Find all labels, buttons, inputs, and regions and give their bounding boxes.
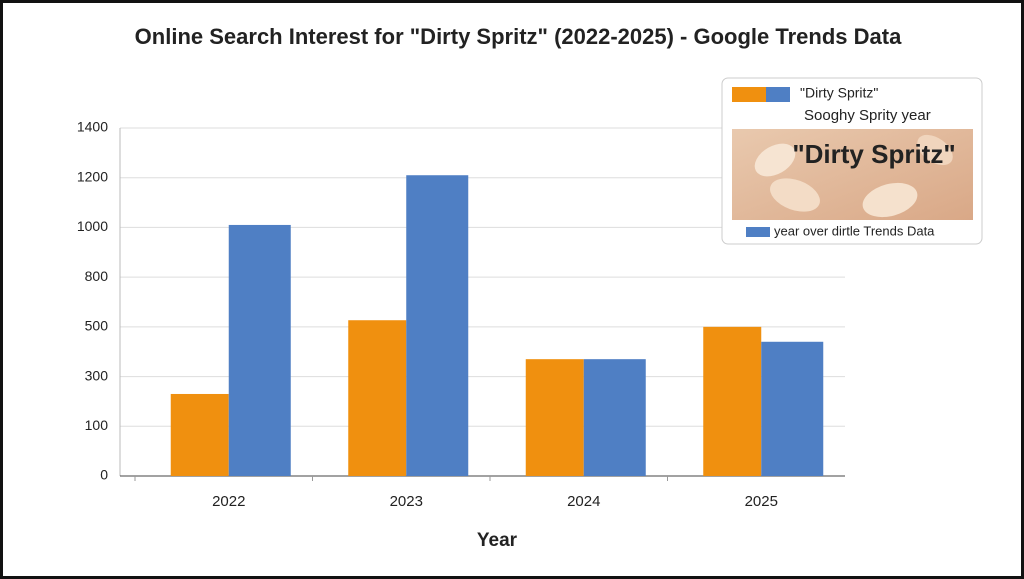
legend-label: "Dirty Spritz" — [800, 85, 878, 101]
y-tick-label: 1200 — [77, 168, 108, 184]
bar — [525, 359, 584, 476]
bar — [703, 326, 762, 476]
y-tick-label: 0 — [100, 467, 108, 483]
y-tick-label: 100 — [85, 417, 109, 433]
x-tick-label: 2024 — [567, 493, 600, 510]
x-tick-label: 2025 — [745, 493, 778, 510]
y-tick-label: 500 — [85, 318, 109, 334]
bar — [170, 393, 229, 476]
legend-subtitle: Sooghy Sprity year — [804, 107, 931, 124]
bar — [583, 359, 646, 476]
legend-image: "Dirty Spritz" — [732, 129, 973, 220]
legend-swatch — [746, 227, 770, 237]
y-tick-label: 1000 — [77, 218, 108, 234]
legend-swatch — [732, 87, 766, 102]
y-tick-label: 800 — [85, 268, 109, 284]
chart-title: Online Search Interest for "Dirty Spritz… — [135, 24, 902, 49]
bar — [228, 224, 291, 476]
y-tick-label: 300 — [85, 367, 109, 383]
bar — [348, 320, 407, 476]
x-tick-label: 2022 — [212, 493, 245, 510]
bar — [406, 175, 469, 476]
y-tick-label: 1400 — [77, 119, 108, 135]
legend-swatch — [766, 87, 790, 102]
x-axis-label: Year — [477, 530, 518, 551]
legend: "Dirty Spritz" Sooghy Sprity year "Dirty… — [721, 77, 983, 245]
legend-image-text: "Dirty Spritz" — [792, 139, 955, 169]
bar — [761, 341, 824, 476]
x-tick-label: 2023 — [390, 493, 423, 510]
legend-label: year over dirtle Trends Data — [774, 223, 935, 238]
